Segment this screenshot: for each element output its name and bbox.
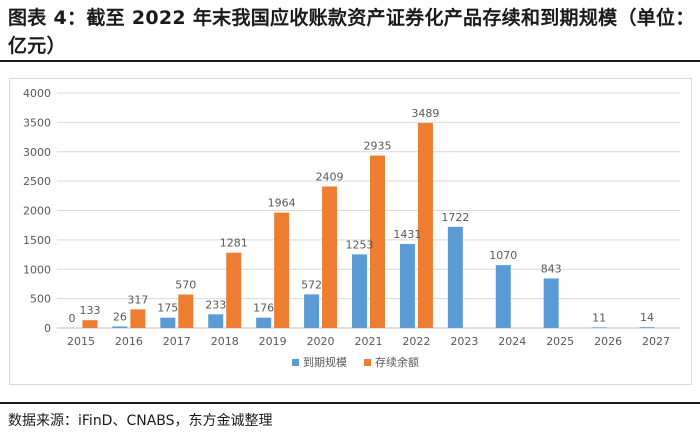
bar-maturity [543, 278, 559, 328]
data-label: 26 [113, 310, 127, 323]
bar-maturity [256, 317, 272, 328]
y-axis-ticks: 0 500 1000 1500 2000 2500 3000 3500 4000 [23, 87, 51, 335]
y-tick-label: 4000 [23, 87, 51, 100]
x-tick-label: 2024 [498, 335, 526, 348]
x-tick-label: 2018 [211, 335, 239, 348]
data-label: 133 [79, 304, 100, 317]
data-label: 572 [301, 278, 322, 291]
x-tick-label: 2017 [163, 335, 191, 348]
data-label: 176 [253, 302, 274, 315]
chart-frame: 0 500 1000 1500 2000 2500 3000 3500 4000 0 133 26 3… [9, 78, 692, 385]
bar-outstanding [178, 294, 194, 328]
legend-swatch [364, 359, 371, 366]
bar-maturity [639, 327, 655, 328]
x-tick-label: 2027 [642, 335, 670, 348]
bar-maturity [304, 294, 320, 328]
top-divider [0, 60, 700, 62]
data-label: 843 [541, 262, 562, 275]
source-note: 数据来源：iFinD、CNABS，东方金诚整理 [8, 413, 273, 429]
bar-outstanding [226, 252, 242, 328]
x-axis-ticks: 2015 2016 2017 2018 2019 2020 2021 2022 2023 2024… [67, 335, 670, 348]
y-tick-label: 2500 [23, 175, 51, 188]
data-label: 1722 [441, 211, 469, 224]
y-tick-label: 1500 [23, 234, 51, 247]
x-tick-label: 2025 [546, 335, 574, 348]
x-tick-label: 2021 [355, 335, 383, 348]
bar-maturity [160, 317, 176, 328]
data-label: 2935 [364, 140, 392, 153]
data-label: 1431 [393, 228, 421, 241]
bars [82, 123, 655, 328]
bar-outstanding [82, 320, 98, 328]
bar-outstanding [370, 155, 385, 328]
y-tick-label: 3000 [23, 146, 51, 159]
data-label: 1281 [220, 237, 248, 250]
data-label: 1070 [489, 249, 517, 262]
bar-maturity [352, 254, 367, 328]
bar-outstanding [322, 186, 338, 328]
y-tick-label: 3500 [23, 116, 51, 129]
y-tick-label: 0 [44, 322, 51, 335]
data-label: 233 [205, 298, 226, 311]
bar-maturity [399, 243, 415, 328]
legend-label: 存续余额 [375, 355, 419, 369]
data-label: 0 [68, 312, 75, 325]
x-tick-label: 2016 [115, 335, 143, 348]
data-label: 2409 [316, 170, 344, 183]
bar-maturity [591, 327, 607, 328]
x-tick-label: 2015 [67, 335, 95, 348]
bottom-divider [0, 402, 700, 404]
data-label: 1964 [268, 197, 296, 210]
bar-outstanding [130, 309, 146, 328]
gridlines [57, 92, 680, 329]
chart-title: 图表 4：截至 2022 年末我国应收账款资产证券化产品存续和到期规模（单位：亿… [8, 7, 695, 57]
data-label: 570 [175, 279, 196, 292]
data-label: 175 [157, 302, 178, 315]
y-tick-label: 1000 [23, 263, 51, 276]
x-tick-label: 2026 [594, 335, 622, 348]
y-tick-label: 2000 [23, 205, 51, 218]
bar-maturity [447, 226, 463, 328]
data-label: 317 [127, 293, 148, 306]
x-tick-label: 2022 [402, 335, 430, 348]
legend-swatch [292, 359, 299, 366]
bar-outstanding [417, 123, 433, 328]
data-label: 1253 [346, 238, 374, 251]
x-tick-label: 2023 [450, 335, 478, 348]
legend-label: 到期规模 [303, 355, 347, 369]
legend: 到期规模 存续余额 [292, 355, 419, 369]
y-tick-label: 500 [30, 293, 51, 306]
data-label: 11 [592, 311, 606, 324]
x-tick-label: 2019 [259, 335, 287, 348]
data-label: 3489 [411, 107, 439, 120]
bar-maturity [112, 326, 128, 328]
bar-maturity [208, 314, 224, 328]
bar-maturity [495, 265, 511, 328]
bar-outstanding [274, 212, 290, 328]
x-tick-label: 2020 [307, 335, 335, 348]
data-label: 14 [640, 311, 654, 324]
